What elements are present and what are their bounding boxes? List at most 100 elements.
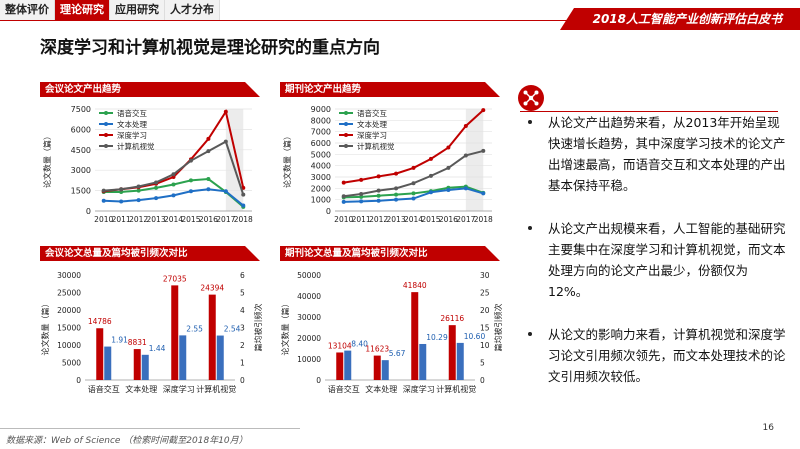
data-point — [136, 184, 141, 189]
y-tick-label: 1500 — [71, 187, 91, 196]
count-label: 27035 — [163, 274, 187, 283]
data-point — [223, 139, 228, 144]
bullet-dot — [528, 120, 532, 124]
conference-trend-chart: 0150030004500600075002010201120122013201… — [42, 105, 253, 224]
y-tick-label: 20000 — [297, 334, 321, 343]
data-point — [223, 109, 228, 114]
x-tick-label: 2010 — [334, 215, 353, 224]
y2-tick-label: 30 — [480, 271, 490, 280]
legend-marker — [344, 133, 348, 137]
conference-compare-panel: 会议论文总量及篇均被引频次对比 0 5000 10000 15000 20000 2500… — [40, 246, 268, 406]
data-point — [463, 124, 468, 128]
tab-application[interactable]: 应用研究 — [110, 0, 165, 20]
data-point — [394, 186, 399, 191]
y2-tick-label: 3 — [240, 324, 245, 333]
panel-title: 会议论文总量及篇均被引频次对比 — [40, 246, 260, 261]
count-bar — [448, 325, 456, 380]
legend-label: 文本处理 — [357, 119, 387, 129]
y2-axis-label: 篇均被引频次 — [493, 304, 503, 352]
x-tick-label: 2013 — [147, 215, 166, 224]
footer-rule — [0, 428, 300, 429]
network-nodes-icon — [518, 85, 544, 111]
citation-bar — [216, 335, 224, 380]
citation-bar — [419, 343, 427, 380]
y-tick-label: 10000 — [297, 355, 321, 364]
legend-marker — [104, 122, 108, 126]
x-tick-label: 2011 — [112, 215, 131, 224]
tab-bar: 整体评价 理论研究 应用研究 人才分布 — [0, 0, 220, 20]
y-tick-label: 30000 — [297, 313, 321, 322]
citation-label: 1.44 — [149, 344, 166, 353]
bullet-text: 从论文的影响力来看，计算机视觉和深度学习论文引用频次领先，而文本处理技术的论文引… — [548, 327, 786, 384]
legend-label: 计算机视觉 — [117, 141, 155, 151]
data-point — [463, 186, 468, 191]
data-point — [341, 194, 346, 199]
y-tick-label: 0 — [326, 207, 331, 216]
y-axis-label: 论文数量（篇） — [280, 300, 290, 356]
x-tick-label: 深度学习 — [163, 384, 195, 394]
y2-tick-label: 2 — [240, 341, 245, 350]
data-point — [154, 180, 159, 185]
tab-theory[interactable]: 理论研究 — [55, 0, 110, 20]
y-tick-label: 15000 — [57, 324, 81, 333]
data-point — [376, 198, 381, 203]
count-bar — [96, 328, 104, 380]
data-point — [394, 171, 399, 176]
data-point — [428, 173, 433, 178]
legend-label: 深度学习 — [117, 130, 147, 140]
conference-trend-panel: 会议论文产出趋势 0 1500 3000 4500 6000 7500 2010 2011 20… — [40, 82, 265, 232]
y2-tick-label: 15 — [480, 324, 490, 333]
citation-label: 1.91 — [111, 336, 128, 345]
y2-tick-label: 0 — [240, 376, 245, 385]
data-point — [136, 188, 141, 193]
data-point — [481, 108, 486, 113]
data-point — [223, 189, 228, 194]
data-point — [154, 185, 159, 190]
panel-title: 会议论文产出趋势 — [40, 82, 260, 97]
tab-talent[interactable]: 人才分布 — [165, 0, 220, 20]
data-point — [154, 196, 159, 201]
citation-label: 10.29 — [426, 333, 448, 342]
data-point — [206, 187, 211, 192]
count-label: 11623 — [365, 345, 389, 354]
x-tick-label: 2012 — [369, 215, 388, 224]
journal-compare-chart: 0 10000 20000 30000 40000 50000 0 5 10 15 20 25 30 论文… — [280, 271, 503, 394]
data-point — [411, 196, 416, 201]
count-bar — [133, 349, 141, 380]
data-point — [376, 193, 381, 198]
x-tick-label: 语音交互 — [328, 384, 360, 394]
count-label: 41840 — [403, 281, 427, 290]
header-rule — [0, 20, 800, 21]
x-tick-label: 2013 — [387, 215, 406, 224]
legend-marker — [344, 111, 348, 115]
tab-overall[interactable]: 整体评价 — [0, 0, 55, 20]
x-tick-label: 2010 — [94, 215, 113, 224]
x-tick-label: 语音交互 — [88, 384, 120, 394]
data-point — [428, 190, 433, 195]
x-tick-label: 2017 — [456, 215, 475, 224]
conference-compare-chart: 0 5000 10000 15000 20000 25000 30000 0 1 2 3 4 5 6 论文数… — [40, 271, 263, 394]
data-point — [241, 203, 246, 208]
panel-title: 期刊论文产出趋势 — [280, 82, 500, 97]
data-point — [359, 199, 364, 204]
legend-marker — [104, 133, 108, 137]
bullet-item: 从论文产出规模来看，人工智能的基础研究主要集中在深度学习和计算机视觉，而文本处理… — [524, 218, 786, 302]
y2-tick-label: 5 — [480, 359, 485, 368]
data-point — [206, 177, 211, 182]
citation-label: 2.55 — [186, 324, 203, 333]
x-tick-label: 计算机视觉 — [196, 384, 236, 394]
y-tick-label: 30000 — [57, 271, 81, 280]
y2-tick-label: 20 — [480, 306, 490, 315]
count-label: 13104 — [328, 341, 352, 350]
x-tick-label: 2014 — [404, 215, 423, 224]
y-tick-label: 9000 — [311, 105, 331, 114]
y-tick-label: 5000 — [311, 150, 331, 159]
data-point — [411, 181, 416, 186]
data-point — [359, 177, 364, 182]
x-tick-label: 2015 — [421, 215, 440, 224]
y-tick-label: 0 — [76, 376, 81, 385]
shaded-region — [465, 109, 484, 211]
y-tick-label: 40000 — [297, 292, 321, 301]
x-tick-label: 2012 — [129, 215, 148, 224]
data-point — [341, 199, 346, 204]
